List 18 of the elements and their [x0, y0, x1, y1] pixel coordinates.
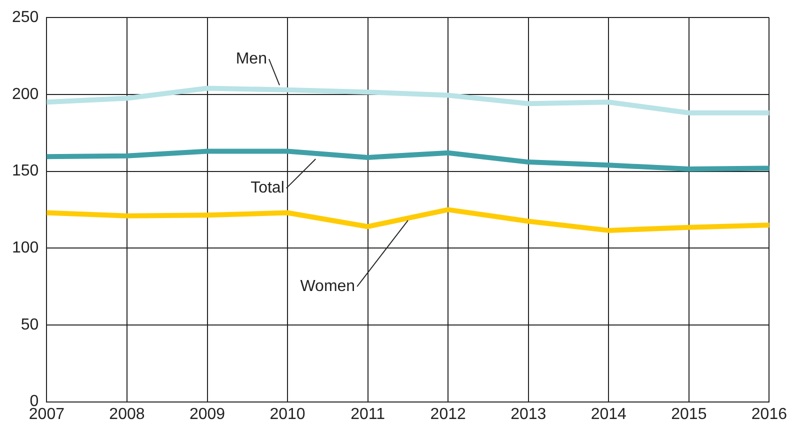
x-tick-label: 2015: [671, 406, 707, 423]
x-tick-label: 2013: [510, 406, 546, 423]
x-tick-label: 2011: [350, 406, 386, 423]
y-tick-label: 100: [12, 240, 39, 257]
series-label: Men: [236, 50, 267, 68]
x-tick-label: 2010: [270, 406, 306, 423]
text: Women: [300, 278, 356, 295]
y-tick-label: 50: [20, 316, 39, 334]
x-tick-label: 2009: [189, 406, 226, 423]
x-tick-label: 2007: [28, 406, 65, 423]
y-tick-label: 150: [12, 162, 39, 180]
y-tick-label: 250: [12, 9, 39, 26]
series-label: Total: [250, 180, 284, 197]
x-tick-label: 2012: [430, 406, 466, 423]
x-tick-label: 2008: [109, 406, 145, 423]
y-tick-label: 200: [12, 86, 39, 103]
x-tick-label: 2014: [590, 406, 627, 423]
x-tick-label: 2016: [751, 406, 788, 423]
